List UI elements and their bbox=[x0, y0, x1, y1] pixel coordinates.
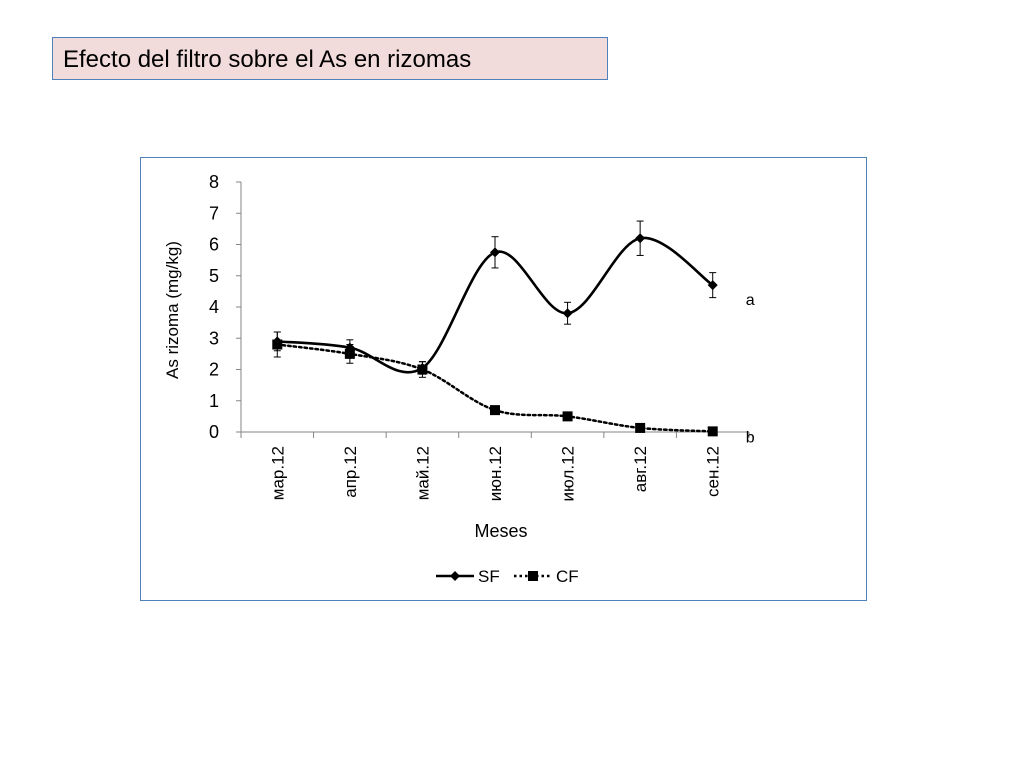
legend-label-sf: SF bbox=[478, 567, 500, 586]
legend-label-cf: CF bbox=[556, 567, 579, 586]
legend-marker-cf bbox=[528, 571, 538, 581]
y-tick-label: 4 bbox=[209, 297, 219, 317]
x-tick-label: мар.12 bbox=[268, 446, 287, 500]
slide-title: Efecto del filtro sobre el As en rizomas bbox=[63, 46, 472, 73]
data-point-cf bbox=[490, 405, 500, 416]
data-point-sf bbox=[562, 308, 573, 319]
x-tick-label: июн.12 bbox=[486, 446, 505, 501]
chart-legend: SF CF bbox=[436, 567, 579, 586]
data-point-cf bbox=[562, 411, 573, 422]
data-point-sf bbox=[635, 233, 646, 244]
y-tick-label: 5 bbox=[209, 266, 219, 286]
x-axis-label: Meses bbox=[474, 521, 527, 541]
series-annotation-cf: b bbox=[746, 429, 755, 446]
data-point-sf bbox=[417, 362, 428, 373]
series-line-cf bbox=[276, 343, 714, 433]
data-point-sf bbox=[272, 336, 283, 347]
legend-item-sf: SF bbox=[436, 567, 500, 586]
x-tick-label: июл.12 bbox=[559, 446, 578, 501]
series-annotation-sf: a bbox=[746, 292, 755, 309]
x-tick-label: сен.12 bbox=[704, 446, 723, 497]
x-tick-label: апр.12 bbox=[341, 446, 360, 498]
series-cf: b bbox=[272, 331, 755, 446]
y-tick-label: 8 bbox=[209, 172, 219, 192]
y-tick-label: 2 bbox=[209, 360, 219, 380]
series-sf: a bbox=[272, 220, 755, 375]
chart-axes: 0 1 2 3 4 5 6 7 8 мар.12 апр.12 май.12 июн.12 июл.12 а… bbox=[209, 172, 750, 501]
line-chart: 0 1 2 3 4 5 6 7 8 мар.12 апр.12 май.12 июн.12 июл.12 а… bbox=[163, 172, 755, 586]
x-tick-label: май.12 bbox=[413, 446, 432, 500]
data-point-cf bbox=[635, 422, 646, 433]
y-tick-label: 7 bbox=[209, 203, 219, 223]
y-tick-label: 0 bbox=[209, 422, 219, 442]
y-axis-label: As rizoma (mg/kg) bbox=[163, 241, 182, 379]
legend-marker-sf bbox=[450, 571, 460, 581]
chart-frame: 0 1 2 3 4 5 6 7 8 мар.12 апр.12 май.12 июн.12 июл.12 а… bbox=[140, 157, 867, 601]
slide-title-box: Efecto del filtro sobre el As en rizomas bbox=[52, 37, 608, 80]
data-point-sf bbox=[344, 342, 355, 353]
y-tick-label: 3 bbox=[209, 328, 219, 348]
data-point-cf bbox=[707, 426, 718, 437]
data-point-sf bbox=[707, 280, 718, 291]
data-point-sf bbox=[490, 247, 500, 258]
legend-item-cf: CF bbox=[514, 567, 579, 586]
y-tick-label: 6 bbox=[209, 235, 219, 255]
x-tick-label: авг.12 bbox=[631, 446, 650, 492]
y-tick-label: 1 bbox=[209, 391, 219, 411]
chart-series-layer: ba bbox=[272, 220, 755, 446]
